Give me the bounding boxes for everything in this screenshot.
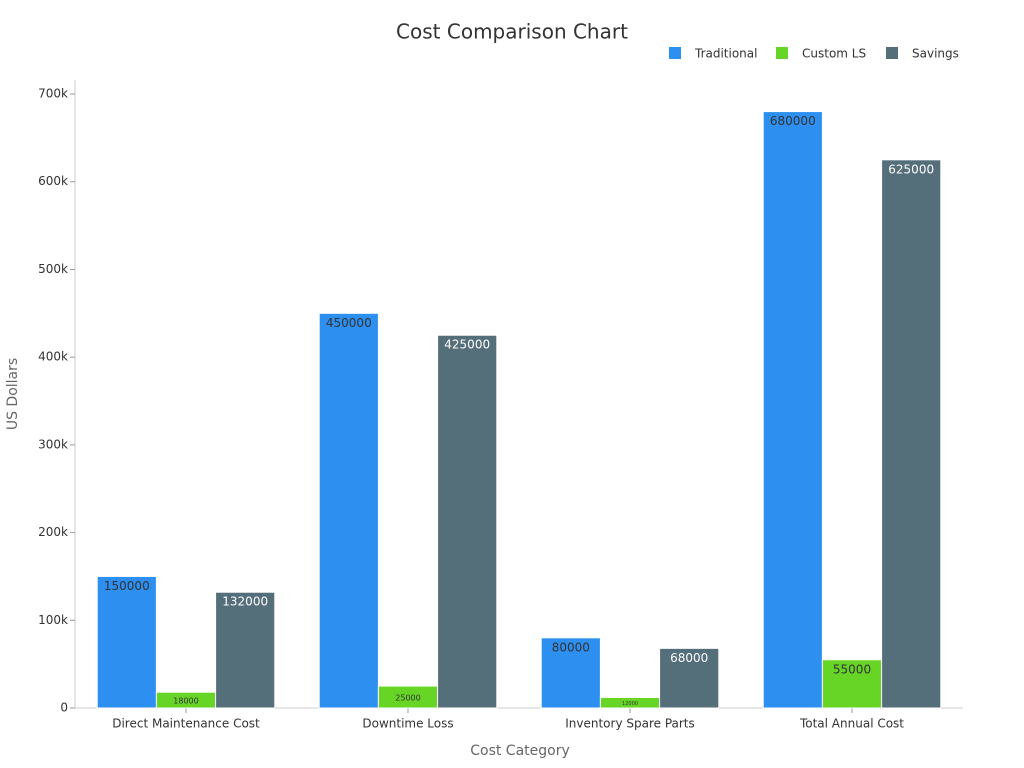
bar (437, 334, 498, 709)
data-label: 55000 (833, 662, 871, 676)
bar (215, 591, 276, 709)
x-tick-label: Downtime Loss (362, 717, 453, 731)
data-label: 68000 (670, 651, 708, 665)
data-label: 150000 (104, 579, 150, 593)
legend-swatch (886, 47, 898, 59)
bar (540, 637, 601, 709)
y-tick-label: 500k (38, 262, 68, 276)
data-label: 80000 (552, 640, 590, 654)
legend-label: Custom LS (802, 47, 866, 61)
legend-swatch (669, 47, 681, 59)
legend-label: Traditional (694, 47, 757, 61)
legend-label: Savings (912, 47, 959, 61)
bar (762, 111, 823, 709)
data-label: 12000 (622, 701, 638, 707)
y-tick-label: 600k (38, 174, 68, 188)
data-label: 425000 (444, 338, 490, 352)
y-tick-label: 100k (38, 613, 68, 627)
data-label: 625000 (888, 162, 934, 176)
x-tick-label: Inventory Spare Parts (565, 717, 695, 731)
legend-swatch (776, 47, 788, 59)
bar (659, 647, 720, 709)
x-axis-label: Cost Category (470, 743, 570, 759)
y-tick-label: 400k (38, 350, 68, 364)
y-tick-label: 300k (38, 437, 68, 451)
bar (318, 312, 379, 709)
data-label: 450000 (326, 316, 372, 330)
bar (96, 575, 157, 709)
y-axis-label: US Dollars (5, 358, 21, 430)
x-tick-label: Total Annual Cost (799, 717, 904, 731)
bar (881, 159, 942, 709)
data-label: 18000 (173, 697, 198, 706)
bar (821, 659, 883, 709)
chart-title: Cost Comparison Chart (396, 20, 628, 44)
data-label: 25000 (395, 694, 420, 703)
y-tick-label: 0 (60, 701, 68, 715)
data-label: 680000 (770, 114, 816, 128)
y-tick-label: 700k (38, 87, 68, 101)
x-tick-label: Direct Maintenance Cost (112, 717, 260, 731)
y-tick-label: 200k (38, 525, 68, 539)
data-label: 132000 (222, 595, 268, 609)
